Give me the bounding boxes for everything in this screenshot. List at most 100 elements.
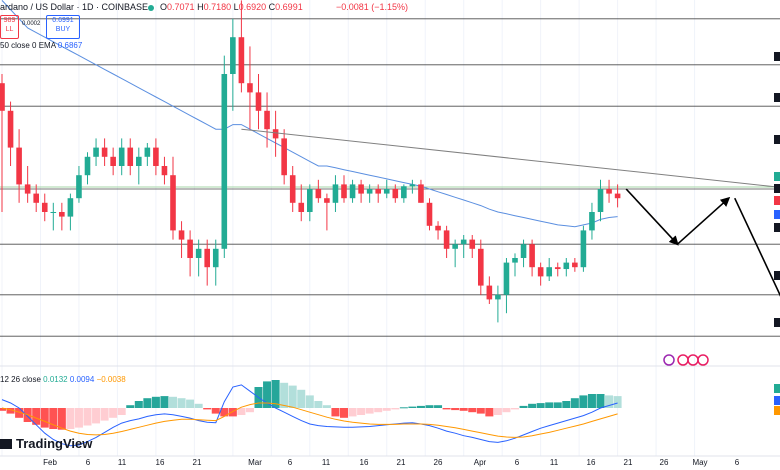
price-axis-label	[774, 384, 780, 393]
macd-histogram-bar	[442, 408, 451, 410]
candle-body	[84, 156, 91, 176]
macd-histogram-bar	[228, 408, 237, 417]
macd-histogram-bar	[425, 405, 434, 408]
candle-body	[0, 83, 5, 111]
candle-body	[67, 198, 74, 217]
macd-histogram-bar	[613, 396, 622, 408]
macd-histogram-bar	[100, 408, 109, 421]
x-tick-label: 6	[85, 458, 91, 467]
candle-body	[589, 212, 595, 231]
price-axis-label	[774, 271, 780, 280]
candle-body	[503, 262, 510, 295]
macd-histogram-bar	[6, 408, 15, 414]
price-axis-label	[774, 318, 780, 327]
trendline	[241, 128, 778, 188]
macd-histogram-bar	[579, 395, 588, 408]
x-tick-label: 16	[359, 458, 369, 467]
candle-body	[247, 83, 253, 93]
macd-histogram-bar	[528, 403, 537, 408]
macd-histogram-bar	[143, 398, 152, 408]
macd-histogram-bar	[485, 408, 494, 417]
candle-body	[307, 189, 313, 212]
candle-body	[118, 147, 125, 166]
x-tick-label: May	[692, 458, 708, 467]
candle-body	[136, 156, 142, 166]
symbol-title[interactable]: ardano / US Dollar · 1D · COINBASE	[0, 2, 149, 12]
grid	[0, 0, 780, 457]
ema-legend[interactable]: 50 close 0 EMA 0.6867	[0, 41, 83, 50]
macd-histogram-bar	[271, 380, 280, 408]
macd-histogram-bar	[74, 408, 83, 428]
candle-body	[460, 239, 467, 245]
projection-arrow-down	[625, 188, 679, 246]
macd-histogram-bar	[502, 408, 511, 413]
macd-histogram-bar	[49, 408, 58, 429]
macd-legend[interactable]: 12 26 close 0.0132 0.0094 −0.0038	[0, 375, 126, 384]
x-tick-label: Feb	[43, 458, 57, 467]
candle-body	[76, 175, 82, 199]
macd-histogram-bar	[220, 408, 229, 417]
macd-histogram-bar	[263, 381, 272, 408]
candle-body	[512, 258, 518, 263]
buy-button[interactable]: 0.6991 BUY	[46, 15, 80, 39]
x-tick-label: 11	[117, 458, 127, 467]
candle-body	[614, 193, 621, 199]
candle-body	[495, 294, 501, 300]
macd-histogram-bar	[562, 401, 571, 408]
macd-histogram-bar	[15, 408, 24, 418]
sell-button[interactable]: 989 LL	[0, 15, 19, 39]
candle-body	[178, 230, 185, 240]
tradingview-logo[interactable]: TradingView	[0, 436, 92, 451]
ema-50-line	[1, 0, 618, 228]
x-tick-label: 11	[549, 458, 559, 467]
price-axis-markers	[774, 52, 780, 415]
macd-histogram-bar	[357, 408, 366, 415]
candle-body	[469, 239, 476, 249]
macd-histogram-bar	[519, 405, 528, 408]
candle-body	[392, 189, 399, 199]
candle-body	[272, 129, 279, 139]
macd-histogram-bar	[83, 408, 92, 426]
macd-histogram-bar	[322, 405, 331, 408]
candle-body	[110, 156, 116, 166]
macd-histogram-bar	[331, 408, 340, 417]
candle-body	[33, 193, 39, 203]
candle-body	[50, 212, 57, 213]
price-axis-label	[774, 135, 780, 144]
candle-body	[238, 37, 245, 84]
macd-histogram-bar	[117, 408, 126, 415]
x-tick-label: 16	[586, 458, 596, 467]
price-axis-label	[774, 406, 780, 415]
candle-body	[375, 189, 381, 194]
candle-body	[41, 202, 48, 212]
macd-histogram-bar	[151, 396, 160, 408]
candle-body	[563, 262, 570, 270]
macd-histogram-bar	[587, 394, 596, 408]
macd-histogram-bar	[186, 399, 195, 408]
price-change: −0.0081 (−1.15%)	[336, 2, 409, 12]
candle-body	[281, 138, 287, 176]
macd-histogram-bar	[40, 408, 49, 428]
candle-body	[409, 184, 416, 187]
candle-body	[366, 189, 373, 194]
macd-histogram-bar	[32, 408, 41, 425]
macd-histogram-bar	[340, 408, 348, 418]
resistance-trendline	[241, 128, 778, 188]
x-tick-label: 11	[321, 458, 331, 467]
candle-body	[170, 175, 176, 231]
macd-histogram-bar	[305, 395, 314, 408]
price-axis-label	[774, 184, 780, 193]
price-axis-label	[774, 172, 780, 181]
candle-body	[597, 189, 604, 212]
candle-body	[289, 175, 296, 203]
candle-body	[204, 248, 210, 268]
macd-histogram-bar	[0, 408, 6, 411]
tradingview-logo-icon	[0, 439, 12, 449]
candle-body	[486, 285, 493, 300]
macd-histogram-bar	[203, 408, 212, 410]
replay-icons[interactable]	[662, 353, 712, 367]
macd-histogram-bar	[374, 408, 383, 413]
candle-body	[435, 225, 441, 231]
x-tick-label: 6	[734, 458, 740, 467]
